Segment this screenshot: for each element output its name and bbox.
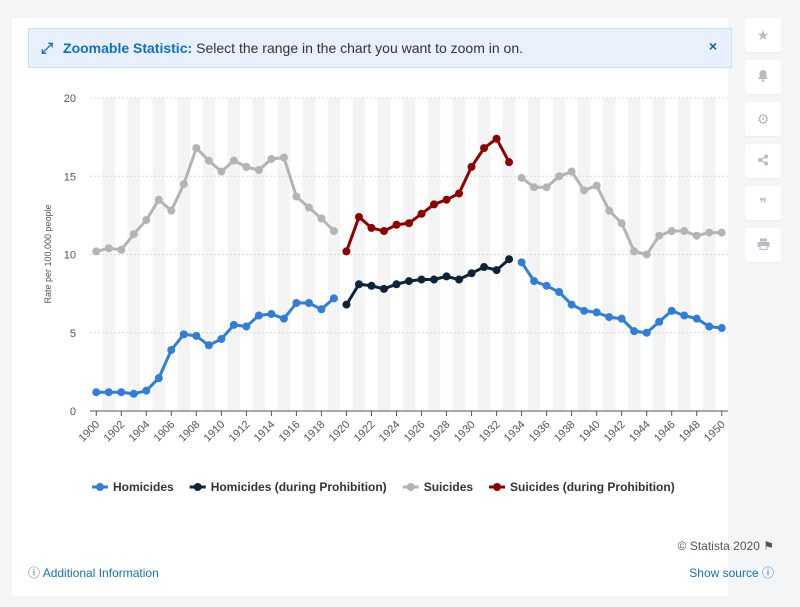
cite-button[interactable]: ❞ <box>745 186 781 220</box>
print-button[interactable] <box>745 228 781 262</box>
show-source-label: Show source <box>689 566 759 580</box>
credit-text: © Statista 2020 ⚑ <box>678 539 774 553</box>
gear-icon: ⚙ <box>756 110 770 127</box>
settings-button[interactable]: ⚙ <box>745 102 781 136</box>
info-icon: ⓘ <box>28 566 41 580</box>
favorite-button[interactable]: ★ <box>745 18 781 52</box>
additional-info-link[interactable]: ⓘ Additional Information <box>28 564 159 581</box>
chart-card <box>12 18 728 596</box>
star-icon: ★ <box>756 26 770 43</box>
notification-button[interactable] <box>745 60 781 94</box>
bell-icon <box>757 69 769 85</box>
show-source-link[interactable]: Show source ⓘ <box>689 564 774 581</box>
info-icon: ⓘ <box>761 566 774 580</box>
expand-arrows-icon: ⤢ <box>41 39 54 57</box>
share-button[interactable] <box>745 144 781 178</box>
credit-label: © Statista 2020 <box>677 539 760 553</box>
print-icon <box>757 237 770 253</box>
banner-title: Zoomable Statistic: <box>63 40 193 56</box>
close-icon[interactable]: × <box>708 38 717 54</box>
zoom-banner: ⤢ Zoomable Statistic: Select the range i… <box>28 28 732 68</box>
side-toolbar: ★ ⚙ ❞ <box>745 18 781 270</box>
quote-icon: ❞ <box>759 194 767 211</box>
banner-text: Select the range in the chart you want t… <box>196 40 524 56</box>
flag-icon: ⚑ <box>763 539 774 553</box>
share-icon <box>757 153 769 169</box>
additional-info-label: Additional Information <box>42 566 159 580</box>
